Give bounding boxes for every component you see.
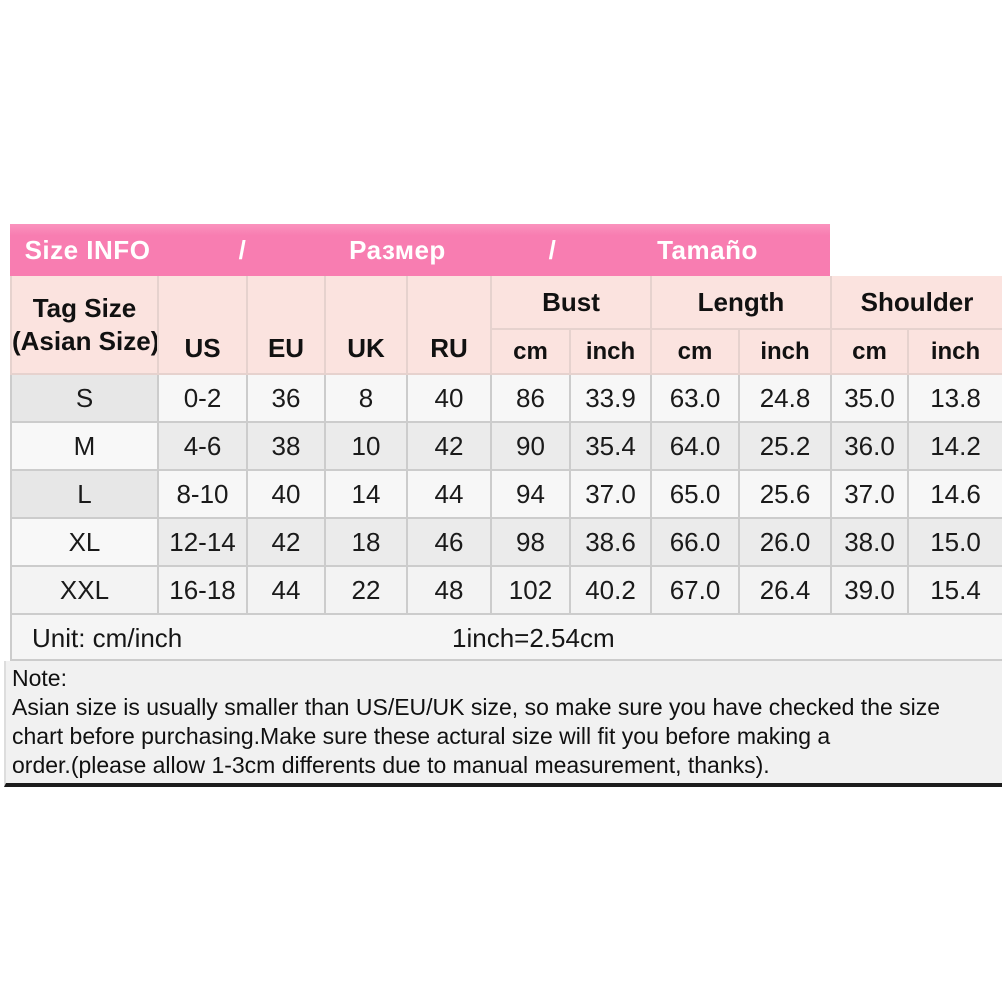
size-value-cell: 66.0 xyxy=(650,517,740,567)
size-value-cell: 14 xyxy=(324,469,408,519)
size-value-cell: 67.0 xyxy=(650,565,740,615)
size-value-cell: 18 xyxy=(324,517,408,567)
note-line: order.(please allow 1-3cm differents due… xyxy=(12,752,770,778)
banner-title-ru: Размер xyxy=(349,234,446,265)
size-value-cell: 25.2 xyxy=(738,421,832,471)
banner-separator: / xyxy=(238,234,247,265)
size-value-cell: 35.0 xyxy=(830,373,909,423)
size-value-cell: 64.0 xyxy=(650,421,740,471)
size-row-s: S 0-2 36 8 40 86 33.9 63.0 24.8 35.0 13.8 xyxy=(10,373,1002,423)
size-value-cell: 94 xyxy=(490,469,571,519)
note-block: Note: Asian size is usually smaller than… xyxy=(4,661,1002,787)
size-value-cell: 40.2 xyxy=(569,565,652,615)
subheader-shoulder-inch: inch xyxy=(906,329,1002,375)
size-value-cell: 22 xyxy=(324,565,408,615)
tag-size-cell: M xyxy=(10,421,159,471)
size-value-cell: 38 xyxy=(246,421,326,471)
size-value-cell: 26.4 xyxy=(738,565,832,615)
column-header-uk: UK xyxy=(324,276,408,375)
size-value-cell: 14.6 xyxy=(906,469,1002,519)
size-value-cell: 4-6 xyxy=(157,421,248,471)
size-value-cell: 15.0 xyxy=(906,517,1002,567)
size-value-cell: 13.8 xyxy=(906,373,1002,423)
group-header-shoulder: Shoulder xyxy=(829,276,1002,330)
size-value-cell: 10 xyxy=(324,421,408,471)
size-chart-table: Tag Size (Asian Size) US EU UK RU Bust L… xyxy=(10,276,1002,615)
size-row-m: M 4-6 38 10 42 90 35.4 64.0 25.2 36.0 14.2 xyxy=(10,421,1002,471)
column-header-eu: EU xyxy=(246,276,326,375)
size-value-cell: 44 xyxy=(406,469,492,519)
size-value-cell: 86 xyxy=(490,373,571,423)
group-header-bust: Bust xyxy=(490,276,652,330)
note-heading: Note: xyxy=(12,665,67,691)
size-value-cell: 14.2 xyxy=(906,421,1002,471)
size-value-cell: 42 xyxy=(406,421,492,471)
size-value-cell: 63.0 xyxy=(650,373,740,423)
tag-size-cell: XXL xyxy=(10,565,159,615)
size-value-cell: 98 xyxy=(490,517,571,567)
group-header-length: Length xyxy=(650,276,832,330)
banner-title-en: Size INFO xyxy=(24,234,151,265)
size-value-cell: 65.0 xyxy=(650,469,740,519)
subheader-length-cm: cm xyxy=(650,329,740,375)
size-value-cell: 12-14 xyxy=(157,517,248,567)
column-header-ru: RU xyxy=(406,276,492,375)
tag-size-cell: S xyxy=(10,373,159,423)
size-value-cell: 25.6 xyxy=(738,469,832,519)
size-value-cell: 44 xyxy=(246,565,326,615)
size-value-cell: 42 xyxy=(246,517,326,567)
size-value-cell: 38.0 xyxy=(830,517,909,567)
size-value-cell: 24.8 xyxy=(738,373,832,423)
subheader-bust-inch: inch xyxy=(569,329,652,375)
size-value-cell: 33.9 xyxy=(569,373,652,423)
unit-label: Unit: cm/inch xyxy=(32,623,183,653)
size-value-cell: 35.4 xyxy=(569,421,652,471)
size-value-cell: 26.0 xyxy=(738,517,832,567)
size-row-l: L 8-10 40 14 44 94 37.0 65.0 25.6 37.0 14.6 xyxy=(10,469,1002,519)
note-line: Asian size is usually smaller than US/EU… xyxy=(12,694,941,720)
size-value-cell: 8 xyxy=(324,373,408,423)
tag-size-label-line2: (Asian Size) xyxy=(12,325,158,356)
inch-conversion-label: 1inch=2.54cm xyxy=(452,623,615,653)
note-line: chart before purchasing.Make sure these … xyxy=(12,723,831,749)
size-value-cell: 0-2 xyxy=(157,373,248,423)
banner-separator: / xyxy=(548,234,557,265)
size-value-cell: 38.6 xyxy=(569,517,652,567)
column-header-us: US xyxy=(157,276,248,375)
size-row-xxl: XXL 16-18 44 22 48 102 40.2 67.0 26.4 39.0 15.4 xyxy=(10,565,1002,615)
tag-size-cell: L xyxy=(10,469,159,519)
size-value-cell: 37.0 xyxy=(830,469,909,519)
size-value-cell: 15.4 xyxy=(906,565,1002,615)
banner-title-es: Tamaño xyxy=(657,234,758,265)
size-info-banner: Size INFO / Размер / Tamaño xyxy=(10,224,830,276)
subheader-length-inch: inch xyxy=(738,329,832,375)
size-row-xl: XL 12-14 42 18 46 98 38.6 66.0 26.0 38.0 15.0 xyxy=(10,517,1002,567)
unit-strip: Unit: cm/inch 1inch=2.54cm xyxy=(10,615,1002,661)
size-value-cell: 40 xyxy=(246,469,326,519)
size-value-cell: 36 xyxy=(246,373,326,423)
size-value-cell: 37.0 xyxy=(569,469,652,519)
tag-size-label-line1: Tag Size xyxy=(32,293,137,323)
size-value-cell: 102 xyxy=(490,565,571,615)
size-value-cell: 16-18 xyxy=(157,565,248,615)
size-value-cell: 39.0 xyxy=(830,565,909,615)
size-value-cell: 36.0 xyxy=(830,421,909,471)
size-value-cell: 40 xyxy=(406,373,492,423)
size-value-cell: 90 xyxy=(490,421,571,471)
tag-size-cell: XL xyxy=(10,517,159,567)
subheader-bust-cm: cm xyxy=(490,329,571,375)
size-value-cell: 48 xyxy=(406,565,492,615)
column-header-tag-size: Tag Size (Asian Size) xyxy=(10,276,159,375)
size-value-cell: 8-10 xyxy=(157,469,248,519)
size-value-cell: 46 xyxy=(406,517,492,567)
subheader-shoulder-cm: cm xyxy=(830,329,909,375)
